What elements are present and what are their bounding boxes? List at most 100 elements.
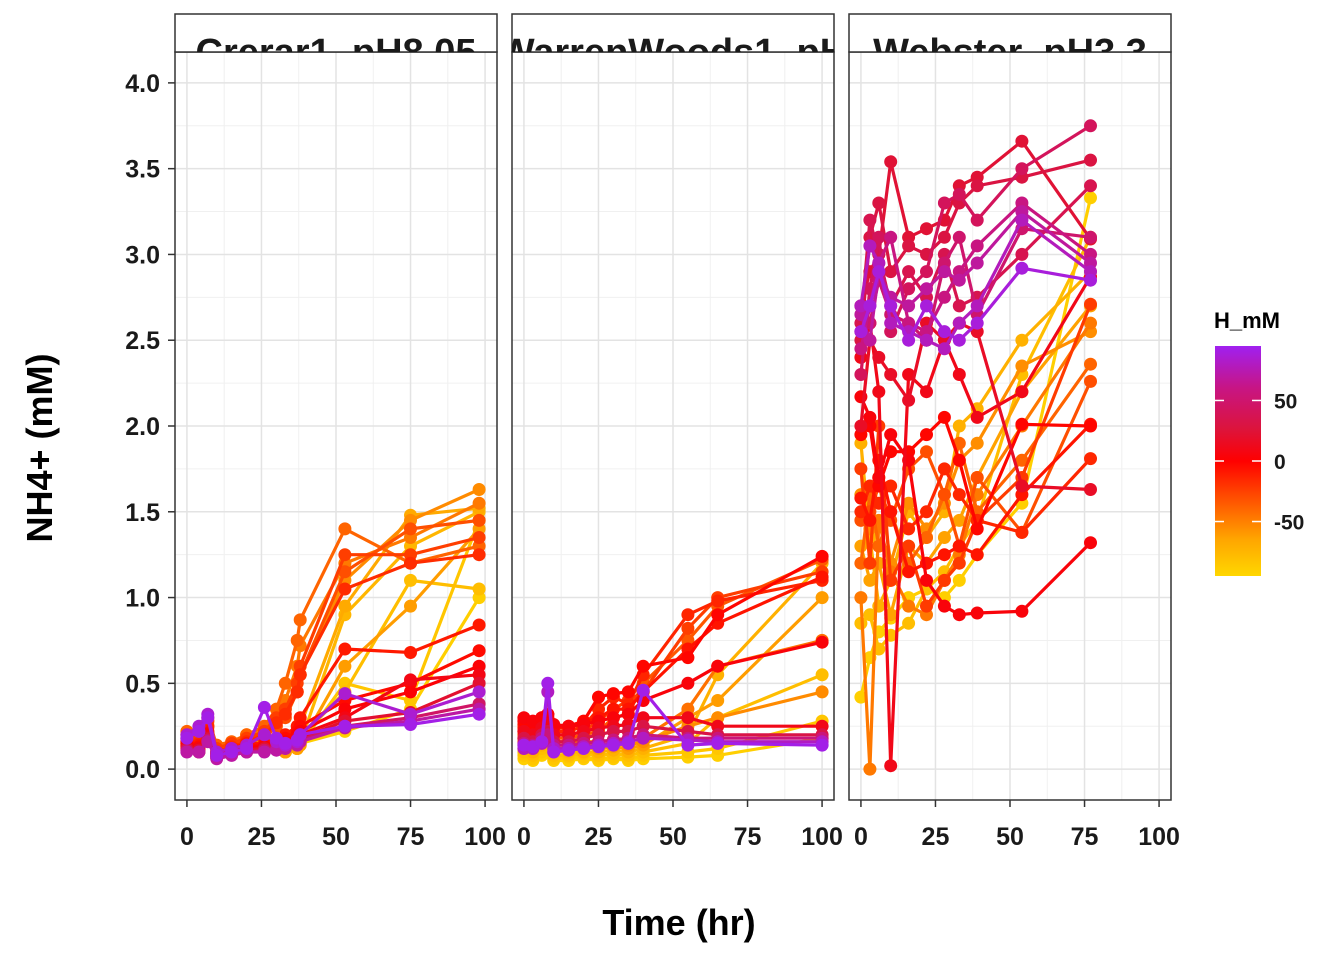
data-point (952, 419, 966, 433)
data-point (1084, 273, 1097, 287)
data-point (952, 513, 966, 527)
data-point (681, 651, 695, 665)
data-point (920, 299, 933, 313)
data-point (937, 230, 951, 244)
data-point (1015, 247, 1029, 261)
data-point (863, 213, 877, 227)
data-point (621, 736, 635, 750)
data-point (872, 230, 886, 244)
data-point (711, 608, 725, 622)
data-point (937, 325, 951, 339)
data-point (920, 385, 933, 399)
data-point (1015, 333, 1029, 347)
data-point (592, 740, 605, 754)
data-point (884, 155, 898, 169)
data-point (815, 738, 829, 752)
data-point (541, 676, 555, 690)
data-point (293, 728, 307, 742)
data-point (404, 673, 417, 687)
data-point (920, 445, 933, 459)
x-tick-label: 100 (1138, 823, 1180, 851)
data-point (920, 282, 933, 296)
y-tick-label: 2.5 (125, 327, 160, 355)
data-point (472, 582, 486, 596)
data-point (1015, 525, 1029, 539)
x-tick-label: 50 (322, 823, 350, 851)
data-point (472, 548, 486, 562)
facet-panel: WarrenWoods1_pH 0 25 50 75 100 (511, 13, 843, 851)
data-point (872, 196, 886, 210)
data-point (1015, 213, 1029, 227)
y-tick-label: 1.5 (125, 499, 160, 527)
data-point (970, 410, 984, 424)
data-point (681, 608, 695, 622)
panels-layer: Crerar1_pH8.05 0 25 50 75 100 WarrenWoods1_pH 0… (174, 13, 1180, 851)
data-point (257, 728, 271, 742)
y-axis-title: NH4+ (mM) (19, 353, 60, 542)
data-point (404, 573, 417, 587)
x-tick-label: 0 (517, 823, 531, 851)
data-point (884, 505, 898, 519)
x-tick-label: 0 (854, 823, 868, 851)
x-tick-label: 25 (585, 823, 613, 851)
data-point (884, 299, 898, 313)
data-point (681, 621, 695, 635)
data-point (884, 368, 898, 381)
data-point (711, 594, 725, 608)
data-point (815, 685, 829, 699)
data-point (937, 573, 951, 587)
data-point (681, 676, 695, 690)
data-point (872, 471, 886, 484)
data-point (338, 548, 352, 562)
data-point (338, 599, 352, 613)
data-point (1015, 385, 1029, 399)
data-point (192, 745, 206, 759)
data-point (278, 707, 292, 721)
data-point (854, 368, 868, 381)
data-point (920, 599, 933, 613)
data-point (338, 565, 352, 579)
data-point (290, 633, 304, 647)
data-point (338, 582, 352, 596)
data-point (884, 759, 898, 773)
y-tick-label: 3.0 (125, 241, 160, 269)
data-point (338, 659, 352, 673)
data-point (404, 646, 417, 659)
x-tick-label: 75 (1071, 823, 1099, 851)
data-point (201, 711, 215, 725)
data-point (1084, 297, 1097, 311)
data-point (472, 685, 486, 699)
data-point (180, 731, 194, 745)
data-point (815, 668, 829, 682)
data-point (1015, 604, 1029, 618)
data-point (952, 608, 966, 622)
data-point (1015, 134, 1029, 148)
data-point (902, 599, 916, 613)
data-point (1084, 483, 1097, 496)
data-point (902, 616, 916, 630)
data-point (970, 213, 984, 227)
data-point (952, 573, 966, 587)
y-axis: 0.0 0.5 1.0 1.5 2.0 2.5 3.0 3.5 4.0 (125, 70, 175, 784)
series-line (523, 681, 823, 754)
data-point (404, 718, 417, 731)
data-point (952, 316, 966, 330)
facet-title: Webster_pH3.3 (873, 32, 1147, 74)
data-point (902, 565, 916, 579)
data-point (970, 239, 984, 253)
x-tick-label: 100 (801, 823, 843, 851)
data-point (547, 745, 561, 759)
data-point (472, 513, 486, 527)
data-point (970, 606, 984, 620)
data-point (180, 745, 194, 759)
data-point (902, 265, 916, 279)
data-point (970, 299, 984, 313)
facet-strip (174, 13, 498, 53)
data-point (952, 299, 966, 313)
facet-panel: Crerar1_pH8.05 0 25 50 75 100 (174, 13, 506, 851)
data-point (711, 736, 725, 750)
data-point (201, 735, 215, 749)
data-point (952, 368, 966, 381)
data-point (1084, 374, 1097, 388)
data-point (872, 350, 886, 364)
